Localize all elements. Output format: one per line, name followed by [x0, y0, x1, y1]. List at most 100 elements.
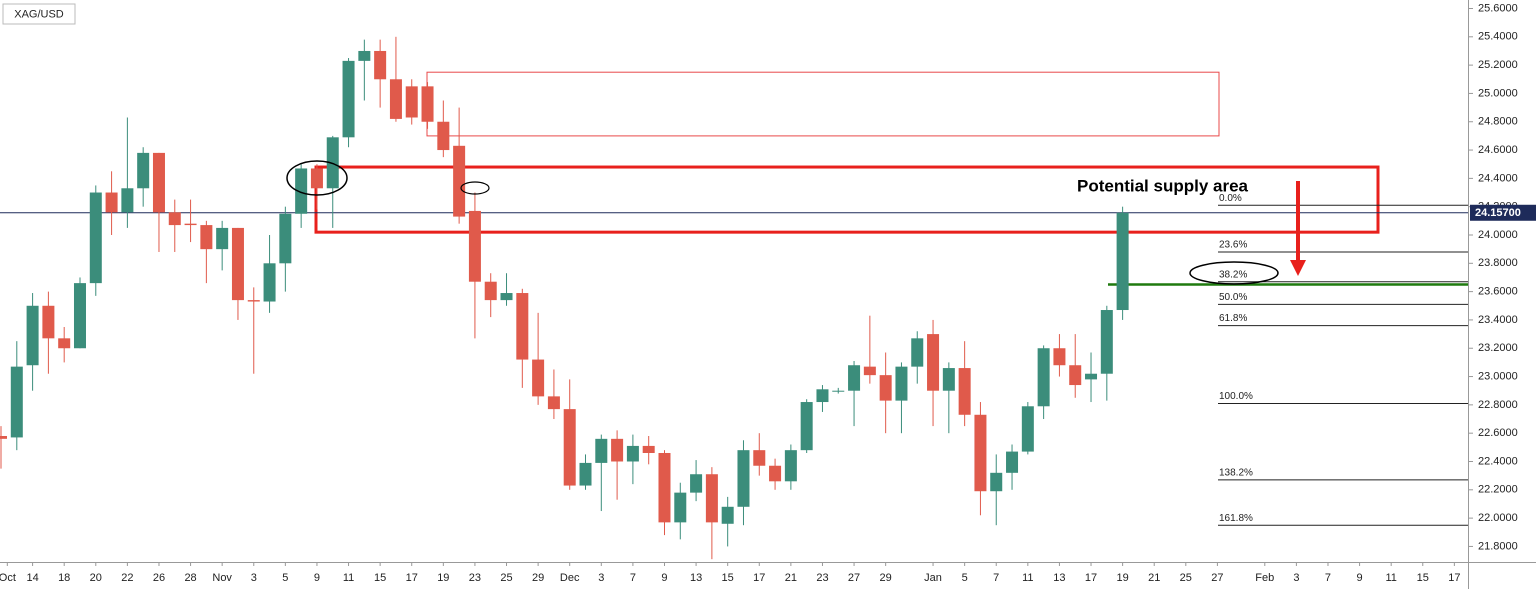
candle-body	[437, 121, 450, 151]
x-tick-label: 25	[1180, 572, 1192, 584]
candle-body	[310, 168, 323, 189]
x-tick-label: 13	[1053, 572, 1065, 584]
x-tick-label: 17	[1085, 572, 1097, 584]
x-tick-label: 28	[184, 572, 196, 584]
x-tick-label: 3	[251, 572, 257, 584]
y-tick-label: 23.4000	[1478, 314, 1518, 326]
x-tick-label: 9	[661, 572, 667, 584]
fib-label: 23.6%	[1219, 240, 1247, 251]
fib-label: 61.8%	[1219, 313, 1247, 324]
candle-body	[295, 168, 308, 214]
x-tick-label: 25	[500, 572, 512, 584]
candle-body	[1085, 373, 1098, 380]
x-tick-label: 14	[26, 572, 38, 584]
x-tick-label: 29	[880, 572, 892, 584]
x-tick-label: 20	[90, 572, 102, 584]
symbol: XAG/USD	[14, 8, 64, 20]
x-tick-label: 15	[1417, 572, 1429, 584]
x-tick-label: 13	[690, 572, 702, 584]
candle-body	[247, 300, 260, 302]
candle-body	[942, 368, 955, 391]
x-tick-label: 22	[121, 572, 133, 584]
candle-body	[816, 389, 829, 403]
x-tick-label: Feb	[1255, 572, 1274, 584]
x-tick-label: 7	[1325, 572, 1331, 584]
x-tick-label: 27	[848, 572, 860, 584]
y-tick-label: 24.4000	[1478, 172, 1518, 184]
candle-body	[895, 366, 908, 401]
y-tick-label: 25.0000	[1478, 87, 1518, 99]
candle-body	[500, 293, 513, 301]
candle-body	[642, 445, 655, 453]
x-tick-label: 29	[532, 572, 544, 584]
candle-body	[1021, 406, 1034, 452]
last-price-label: 24.15700	[1475, 207, 1521, 219]
y-tick-label: 24.8000	[1478, 116, 1518, 128]
candle-body	[658, 452, 671, 523]
drawings	[286, 160, 1306, 285]
supply-area	[314, 165, 1380, 234]
candle-body	[200, 225, 213, 250]
y-tick-label: 25.4000	[1478, 31, 1518, 43]
candle-body	[516, 293, 529, 360]
x-tick-label: 17	[753, 572, 765, 584]
y-tick-label: 25.2000	[1478, 59, 1518, 71]
candle-body	[753, 450, 766, 466]
candle-body	[595, 438, 608, 463]
y-tick-label: 22.2000	[1478, 484, 1518, 496]
candle-body	[690, 474, 703, 493]
candle-body	[358, 50, 371, 61]
x-tick-label: 19	[437, 572, 449, 584]
x-tick-label: 11	[343, 572, 354, 584]
candle-body	[769, 465, 782, 482]
y-tick-label: 22.0000	[1478, 512, 1518, 524]
candle-body	[737, 450, 750, 507]
y-tick-label: 23.8000	[1478, 257, 1518, 269]
candle-body	[231, 227, 244, 301]
y-tick-label: 23.0000	[1478, 370, 1518, 382]
y-tick-label: 24.6000	[1478, 144, 1518, 156]
x-tick-label: 11	[1022, 572, 1033, 584]
candle-body	[532, 359, 545, 397]
candle-body	[800, 402, 813, 451]
x-tick-label: 7	[993, 572, 999, 584]
y-tick-label: 23.2000	[1478, 342, 1518, 354]
x-tick-label: 7	[630, 572, 636, 584]
x-tick-label: 19	[1116, 572, 1128, 584]
candle-body	[216, 227, 229, 250]
candle-body	[342, 60, 355, 138]
candle-body	[58, 338, 71, 349]
candle-body	[721, 506, 734, 524]
candle-body	[42, 305, 55, 339]
candle-body	[105, 192, 118, 213]
x-tick-label: 17	[406, 572, 418, 584]
candle-body	[453, 145, 466, 217]
candle-body	[263, 263, 276, 302]
y-tick-label: 22.4000	[1478, 455, 1518, 467]
y-tick-label: 21.8000	[1478, 540, 1518, 552]
candle-body	[579, 462, 592, 486]
candle-body	[1116, 212, 1129, 311]
x-tick-label: 5	[962, 572, 968, 584]
fib-label: 138.2%	[1219, 468, 1253, 479]
candle-body	[674, 492, 687, 523]
candle-body	[121, 188, 134, 213]
candle-body	[848, 365, 861, 391]
highlight-ellipse	[286, 160, 348, 196]
x-tick-label: 23	[469, 572, 481, 584]
candle-body	[927, 334, 940, 391]
y-tick-label: 25.6000	[1478, 2, 1518, 14]
candle-body	[611, 438, 624, 462]
highlight-ellipse	[1189, 261, 1279, 285]
candle-body	[421, 86, 434, 122]
x-tick-label: 9	[314, 572, 320, 584]
x-tick-label: 21	[1148, 572, 1160, 584]
x-tick-label: Jan	[924, 572, 942, 584]
candle-body	[405, 86, 418, 118]
candle-body	[958, 368, 971, 415]
candle-body	[389, 79, 402, 119]
candle-body	[168, 212, 181, 226]
highlight-ellipse	[460, 181, 490, 195]
